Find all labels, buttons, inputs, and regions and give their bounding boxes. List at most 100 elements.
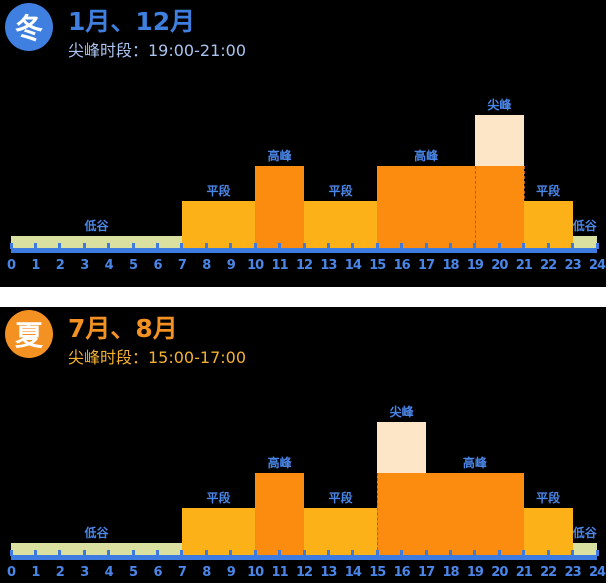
x-tick [302, 243, 306, 249]
bar-segment [181, 508, 256, 555]
x-tick-label: 14 [344, 258, 362, 273]
x-tick-label: 7 [177, 258, 187, 273]
x-tick [546, 243, 550, 249]
x-tick-label: 19 [466, 258, 484, 273]
x-tick-label: 3 [80, 565, 89, 580]
x-tick-label: 11 [271, 565, 289, 580]
x-tick-label: 7 [177, 565, 187, 580]
segment-label: 平段 [206, 184, 231, 198]
x-tick-label: 8 [202, 258, 211, 273]
x-tick-label: 18 [442, 565, 459, 580]
x-tick-label: 1 [31, 565, 40, 580]
x-tick-label: 3 [80, 258, 89, 273]
bar-segment [523, 201, 573, 248]
bar-segment [11, 543, 182, 555]
summer-subtitle: 尖峰时段：15:00-17:00 [68, 348, 246, 367]
x-tick-label: 10 [247, 258, 264, 273]
x-tick [253, 550, 257, 556]
x-tick [473, 550, 477, 556]
bar-segment [11, 236, 182, 248]
x-tick-label: 1 [31, 258, 40, 273]
x-tick-label: 0 [6, 565, 16, 580]
x-tick [33, 550, 37, 556]
x-tick [400, 243, 404, 249]
winter-title: 1月、12月 [68, 7, 196, 36]
x-tick [595, 550, 599, 556]
bar-segment [572, 236, 597, 248]
x-tick-label: 14 [344, 565, 362, 580]
x-tick [131, 550, 135, 556]
x-tick-label: 16 [393, 258, 411, 273]
x-tick-label: 20 [491, 565, 508, 580]
x-tick [473, 243, 477, 249]
x-tick-label: 2 [55, 258, 65, 273]
bar-peak-top [474, 115, 524, 166]
bar-segment [255, 473, 304, 555]
x-tick [58, 243, 62, 249]
x-tick [375, 550, 379, 556]
bar-segment [181, 201, 256, 248]
x-tick-label: 15 [369, 565, 386, 580]
x-tick-label: 17 [418, 565, 435, 580]
x-tick [424, 243, 428, 249]
winter-chart: 冬 1月、12月 尖峰时段：19:00-21:00 低谷 平段 高峰 平段 高峰 尖峰 平段… [0, 0, 606, 287]
segment-label: 平段 [206, 491, 231, 505]
x-tick [180, 243, 184, 249]
winter-badge: 冬 [5, 3, 53, 51]
x-tick [326, 550, 330, 556]
x-tick-label: 17 [418, 258, 435, 273]
x-tick [82, 243, 86, 249]
winter-subtitle: 尖峰时段：19:00-21:00 [68, 41, 246, 60]
x-tick [58, 550, 62, 556]
x-tick-label: 4 [104, 258, 114, 273]
x-tick [107, 550, 111, 556]
x-tick-label: 23 [564, 258, 582, 273]
x-tick-label: 21 [515, 565, 533, 580]
x-tick-label: 13 [320, 258, 337, 273]
x-tick [375, 243, 379, 249]
x-tick-label: 8 [202, 565, 211, 580]
x-tick [546, 550, 550, 556]
x-tick-label: 13 [320, 565, 337, 580]
x-tick [9, 243, 13, 249]
x-tick [571, 550, 575, 556]
x-tick [595, 243, 599, 249]
x-tick [229, 550, 233, 556]
x-tick-label: 12 [295, 258, 313, 273]
x-tick-label: 15 [369, 258, 386, 273]
x-tick [424, 550, 428, 556]
summer-title: 7月、8月 [68, 314, 178, 343]
x-tick [180, 550, 184, 556]
x-tick [497, 243, 501, 249]
bar-peak-base [377, 473, 427, 555]
x-tick [351, 550, 355, 556]
segment-label: 平段 [536, 184, 561, 198]
x-tick-label: 2 [55, 565, 65, 580]
x-tick-label: 6 [153, 258, 162, 273]
x-tick-label: 5 [129, 258, 138, 273]
x-tick [131, 243, 135, 249]
segment-label: 低谷 [84, 219, 109, 233]
segment-label: 高峰 [267, 456, 292, 470]
x-tick-label: 12 [295, 565, 313, 580]
x-tick [522, 550, 526, 556]
segment-label: 平段 [328, 184, 353, 198]
bar-segment [377, 166, 475, 248]
x-tick-label: 23 [564, 565, 582, 580]
bar-peak-top [377, 422, 427, 473]
peak-boundary-line [474, 166, 476, 248]
x-tick [156, 550, 159, 556]
segment-label: 平段 [328, 491, 353, 505]
peak-boundary-line [377, 473, 379, 555]
x-tick [278, 243, 282, 249]
x-tick [351, 243, 355, 249]
x-tick-label: 0 [6, 258, 16, 273]
x-tick-label: 16 [393, 565, 411, 580]
bar-segment [572, 543, 597, 555]
x-tick [278, 550, 282, 556]
bar-segment [523, 508, 573, 555]
bar-segment [304, 508, 378, 555]
x-tick-label: 24 [588, 565, 606, 580]
segment-label: 低谷 [84, 526, 109, 540]
x-tick-label: 19 [466, 565, 484, 580]
